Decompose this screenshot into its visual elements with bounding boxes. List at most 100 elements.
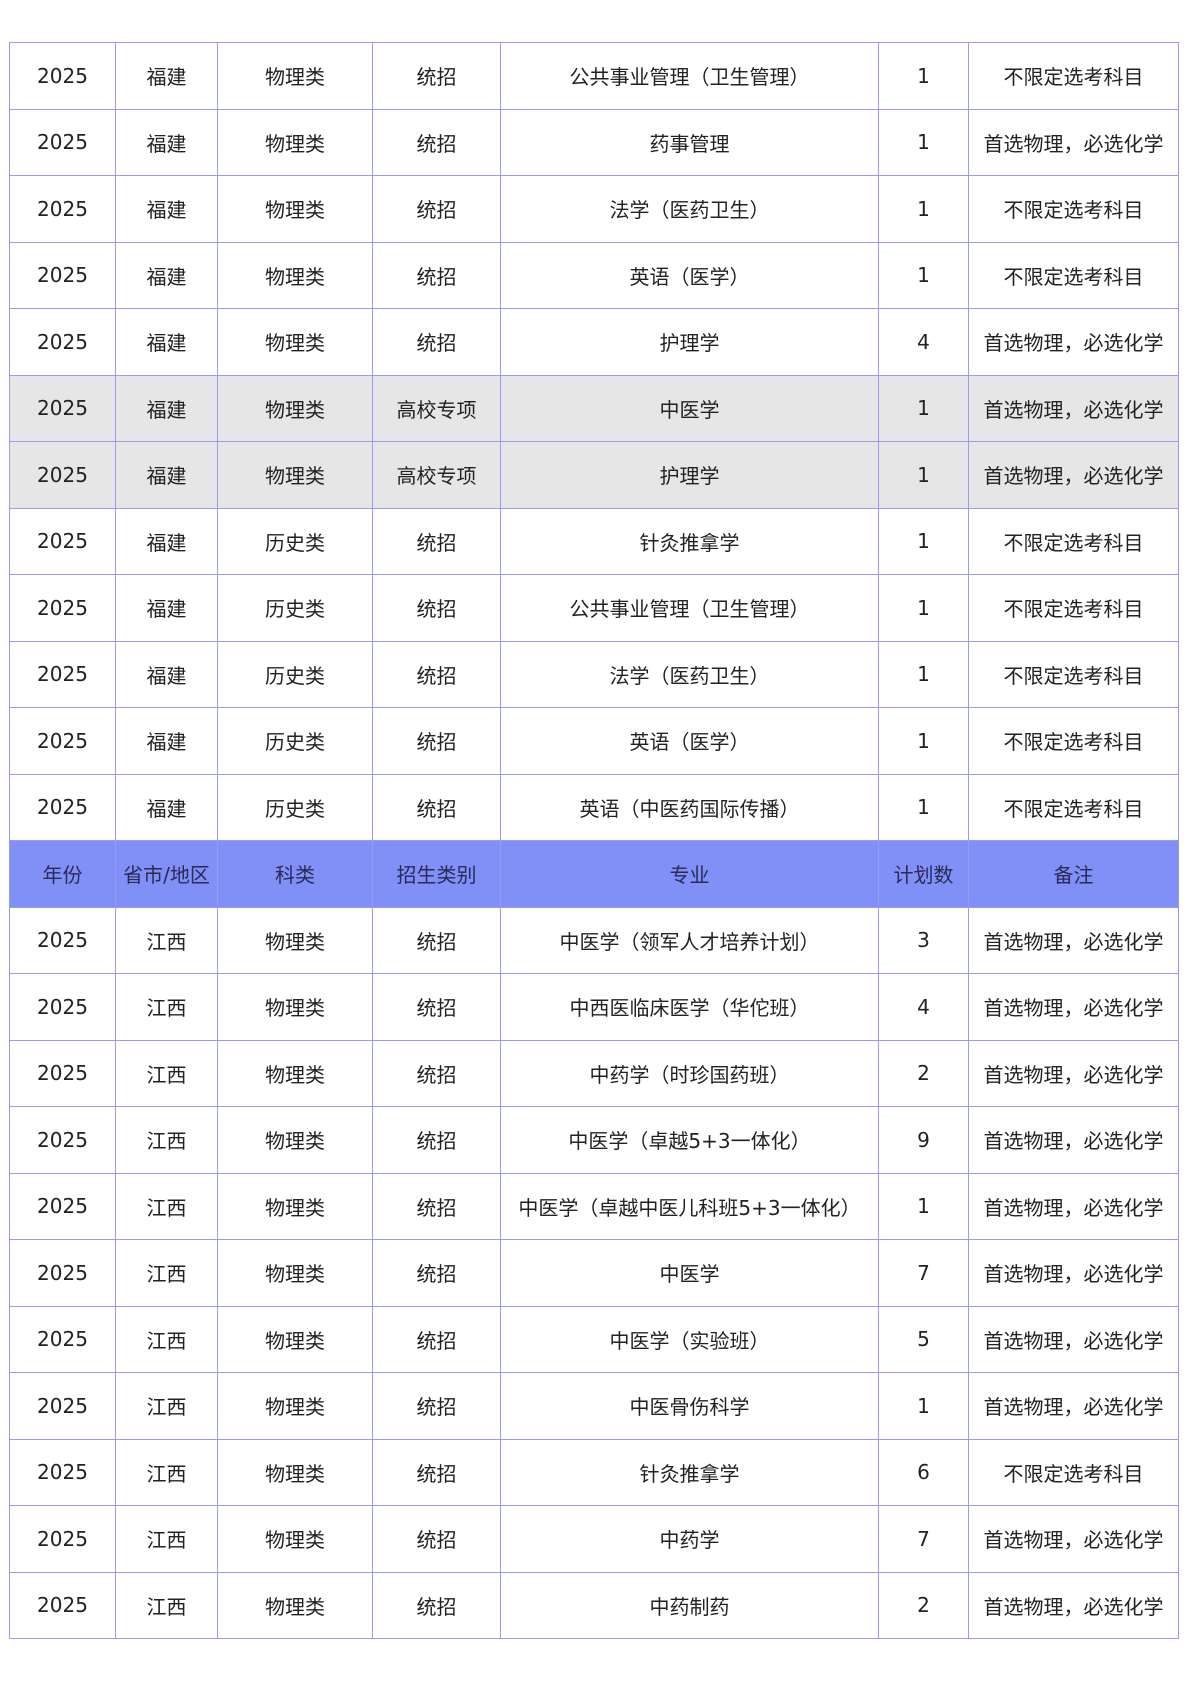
cell-year: 2025 bbox=[9, 1438, 116, 1506]
cell-plan-count: 1 bbox=[878, 108, 969, 176]
cell-subject-type: 物理类 bbox=[217, 1438, 373, 1506]
cell-enrollment-type: 统招 bbox=[372, 1571, 501, 1639]
table-row: 2025 福建 物理类 高校专项 护理学 1 首选物理，必选化学 bbox=[9, 441, 1179, 509]
cell-major: 护理学 bbox=[500, 441, 879, 509]
cell-province: 福建 bbox=[115, 241, 218, 309]
cell-plan-count: 4 bbox=[878, 308, 969, 376]
cell-major: 中医学 bbox=[500, 1239, 879, 1307]
cell-province: 福建 bbox=[115, 640, 218, 708]
table-row: 2025 福建 历史类 统招 英语（中医药国际传播） 1 不限定选考科目 bbox=[9, 773, 1179, 841]
cell-remark: 不限定选考科目 bbox=[968, 175, 1179, 243]
cell-major: 中药学（时珍国药班） bbox=[500, 1039, 879, 1107]
cell-enrollment-type: 统招 bbox=[372, 1372, 501, 1440]
cell-plan-count: 1 bbox=[878, 574, 969, 642]
cell-year: 2025 bbox=[9, 640, 116, 708]
cell-plan-count: 1 bbox=[878, 441, 969, 509]
table-row: 2025 江西 物理类 统招 中药制药 2 首选物理，必选化学 bbox=[9, 1571, 1179, 1639]
cell-province: 江西 bbox=[115, 1039, 218, 1107]
cell-major: 公共事业管理（卫生管理） bbox=[500, 42, 879, 110]
cell-enrollment-type: 高校专项 bbox=[372, 441, 501, 509]
cell-subject-type: 物理类 bbox=[217, 175, 373, 243]
cell-province: 江西 bbox=[115, 1372, 218, 1440]
cell-subject-type: 物理类 bbox=[217, 108, 373, 176]
cell-remark: 首选物理，必选化学 bbox=[968, 1372, 1179, 1440]
cell-province: 福建 bbox=[115, 374, 218, 442]
cell-subject-type: 物理类 bbox=[217, 973, 373, 1041]
cell-province: 福建 bbox=[115, 42, 218, 110]
cell-plan-count: 1 bbox=[878, 773, 969, 841]
cell-enrollment-type: 统招 bbox=[372, 906, 501, 974]
cell-plan-count: 1 bbox=[878, 507, 969, 575]
cell-major: 英语（中医药国际传播） bbox=[500, 773, 879, 841]
cell-enrollment-type: 统招 bbox=[372, 42, 501, 110]
cell-remark: 首选物理，必选化学 bbox=[968, 1239, 1179, 1307]
cell-remark: 首选物理，必选化学 bbox=[968, 108, 1179, 176]
cell-year: 2025 bbox=[9, 308, 116, 376]
cell-remark: 首选物理，必选化学 bbox=[968, 374, 1179, 442]
cell-province: 江西 bbox=[115, 1172, 218, 1240]
cell-plan-count: 1 bbox=[878, 1372, 969, 1440]
cell-province: 江西 bbox=[115, 1106, 218, 1174]
cell-plan-count: 1 bbox=[878, 1172, 969, 1240]
table-row: 2025 江西 物理类 统招 中西医临床医学（华佗班） 4 首选物理，必选化学 bbox=[9, 973, 1179, 1041]
cell-remark: 首选物理，必选化学 bbox=[968, 1172, 1179, 1240]
cell-province: 福建 bbox=[115, 441, 218, 509]
cell-remark: 首选物理，必选化学 bbox=[968, 1039, 1179, 1107]
cell-year: 2025 bbox=[9, 1106, 116, 1174]
cell-remark: 不限定选考科目 bbox=[968, 507, 1179, 575]
cell-subject-type: 物理类 bbox=[217, 441, 373, 509]
cell-plan-count: 3 bbox=[878, 906, 969, 974]
cell-subject-type: 物理类 bbox=[217, 1039, 373, 1107]
cell-province: 福建 bbox=[115, 507, 218, 575]
cell-major: 中医学（卓越中医儿科班5+3一体化） bbox=[500, 1172, 879, 1240]
cell-major: 公共事业管理（卫生管理） bbox=[500, 574, 879, 642]
cell-year: 2025 bbox=[9, 1172, 116, 1240]
cell-year: 2025 bbox=[9, 1372, 116, 1440]
cell-province: 福建 bbox=[115, 175, 218, 243]
table-row: 2025 福建 物理类 统招 护理学 4 首选物理，必选化学 bbox=[9, 308, 1179, 376]
cell-province: 江西 bbox=[115, 1305, 218, 1373]
cell-plan-count: 1 bbox=[878, 374, 969, 442]
admissions-plan-table: 2025 福建 物理类 统招 公共事业管理（卫生管理） 1 不限定选考科目 2025 福建 物理类… bbox=[9, 42, 1179, 1639]
cell-year: 2025 bbox=[9, 773, 116, 841]
column-header-plan-count: 计划数 bbox=[878, 840, 969, 908]
cell-plan-count: 1 bbox=[878, 707, 969, 775]
cell-major: 护理学 bbox=[500, 308, 879, 376]
cell-enrollment-type: 统招 bbox=[372, 640, 501, 708]
table-row: 2025 江西 物理类 统招 中医骨伤科学 1 首选物理，必选化学 bbox=[9, 1372, 1179, 1440]
table-row: 2025 江西 物理类 统招 中医学（实验班） 5 首选物理，必选化学 bbox=[9, 1305, 1179, 1373]
cell-enrollment-type: 统招 bbox=[372, 1039, 501, 1107]
cell-year: 2025 bbox=[9, 175, 116, 243]
cell-subject-type: 物理类 bbox=[217, 1239, 373, 1307]
table-row: 2025 福建 物理类 高校专项 中医学 1 首选物理，必选化学 bbox=[9, 374, 1179, 442]
table-row: 2025 江西 物理类 统招 中医学（卓越中医儿科班5+3一体化） 1 首选物理，必选化学 bbox=[9, 1172, 1179, 1240]
cell-enrollment-type: 统招 bbox=[372, 175, 501, 243]
cell-enrollment-type: 统招 bbox=[372, 773, 501, 841]
cell-remark: 首选物理，必选化学 bbox=[968, 1505, 1179, 1573]
cell-enrollment-type: 统招 bbox=[372, 1239, 501, 1307]
cell-year: 2025 bbox=[9, 973, 116, 1041]
cell-year: 2025 bbox=[9, 42, 116, 110]
cell-subject-type: 物理类 bbox=[217, 1106, 373, 1174]
cell-province: 福建 bbox=[115, 108, 218, 176]
cell-province: 福建 bbox=[115, 773, 218, 841]
column-header-enrollment-type: 招生类别 bbox=[372, 840, 501, 908]
column-header-subject-type: 科类 bbox=[217, 840, 373, 908]
cell-year: 2025 bbox=[9, 108, 116, 176]
cell-year: 2025 bbox=[9, 1039, 116, 1107]
column-header-year: 年份 bbox=[9, 840, 116, 908]
cell-year: 2025 bbox=[9, 441, 116, 509]
cell-subject-type: 历史类 bbox=[217, 574, 373, 642]
cell-subject-type: 物理类 bbox=[217, 906, 373, 974]
cell-plan-count: 4 bbox=[878, 973, 969, 1041]
cell-subject-type: 物理类 bbox=[217, 1172, 373, 1240]
cell-subject-type: 历史类 bbox=[217, 773, 373, 841]
cell-plan-count: 7 bbox=[878, 1505, 969, 1573]
cell-year: 2025 bbox=[9, 906, 116, 974]
cell-year: 2025 bbox=[9, 1505, 116, 1573]
cell-year: 2025 bbox=[9, 707, 116, 775]
table-row: 2025 江西 物理类 统招 中药学（时珍国药班） 2 首选物理，必选化学 bbox=[9, 1039, 1179, 1107]
cell-enrollment-type: 统招 bbox=[372, 1172, 501, 1240]
table-row: 2025 江西 物理类 统招 中医学（卓越5+3一体化） 9 首选物理，必选化学 bbox=[9, 1106, 1179, 1174]
cell-enrollment-type: 统招 bbox=[372, 1106, 501, 1174]
